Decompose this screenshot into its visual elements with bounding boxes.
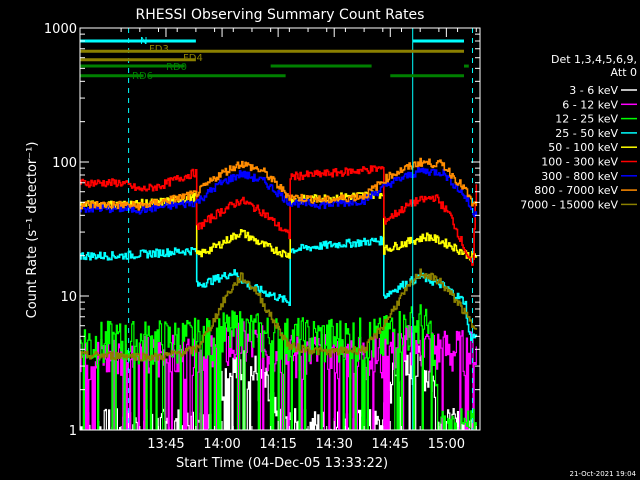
- series-line-5: [80, 190, 478, 261]
- x-tick-label-2: 14:00: [203, 437, 240, 452]
- legend-entry-label-7: 300 - 800 keV: [541, 170, 618, 183]
- footer-timestamp: 21-Oct-2021 19:04: [570, 470, 637, 478]
- legend-entry-label-8: 800 - 7000 keV: [534, 184, 618, 197]
- state-bar-label-fd3: FD3: [149, 44, 169, 55]
- x-tick-label-1: 13:45: [147, 437, 184, 452]
- series-line-7: [80, 167, 478, 218]
- state-bar-label-fd4: FD4: [183, 53, 203, 64]
- y-tick-label-3: 100: [52, 156, 77, 171]
- series-line-1: [80, 345, 477, 430]
- legend-header-1: Det 1,3,4,5,6,9,: [551, 53, 637, 66]
- y-tick-label-1: 1: [69, 424, 77, 439]
- x-tick-label-5: 14:45: [372, 437, 409, 452]
- state-bar-label-n: N: [140, 36, 147, 47]
- legend-entry-label-1: 3 - 6 keV: [569, 84, 618, 97]
- legend-entry-label-5: 50 - 100 keV: [548, 141, 618, 154]
- state-bar-label-rd6: RD6: [132, 71, 153, 82]
- x-tick-label-6: 15:00: [428, 437, 465, 452]
- legend-entry-label-6: 100 - 300 keV: [541, 156, 618, 169]
- axes-layer: 1 10 100 1000 13:45 14:00 14:15 14:30 14:45 15:00: [44, 22, 481, 452]
- series-line-8: [80, 157, 478, 211]
- y-axis-label: Count Rate (s⁻¹ detector⁻¹): [25, 142, 40, 319]
- legend-header-2: Att 0: [611, 66, 637, 79]
- plot-frame: [79, 27, 481, 431]
- x-tick-label-4: 14:30: [315, 437, 352, 452]
- legend-entry-label-2: 6 - 12 keV: [562, 98, 618, 111]
- legend-entry-label-4: 25 - 50 keV: [555, 127, 618, 140]
- chart-title: RHESSI Observing Summary Count Rates: [136, 7, 425, 23]
- legend-entry-label-3: 12 - 25 keV: [555, 113, 618, 126]
- series-line-4: [80, 235, 478, 341]
- x-tick-label-3: 14:15: [259, 437, 296, 452]
- series-line-6: [80, 165, 478, 266]
- legend-entry-label-9: 7000 - 15000 keV: [520, 198, 618, 211]
- y-tick-label-4: 1000: [44, 22, 77, 37]
- series-line-9: [80, 268, 478, 362]
- series-layer: [80, 157, 478, 430]
- y-tick-label-2: 10: [60, 290, 77, 305]
- state-bar-label-rd0: RD0: [166, 62, 187, 73]
- x-axis-label: Start Time (04-Dec-05 13:33:22): [176, 456, 388, 471]
